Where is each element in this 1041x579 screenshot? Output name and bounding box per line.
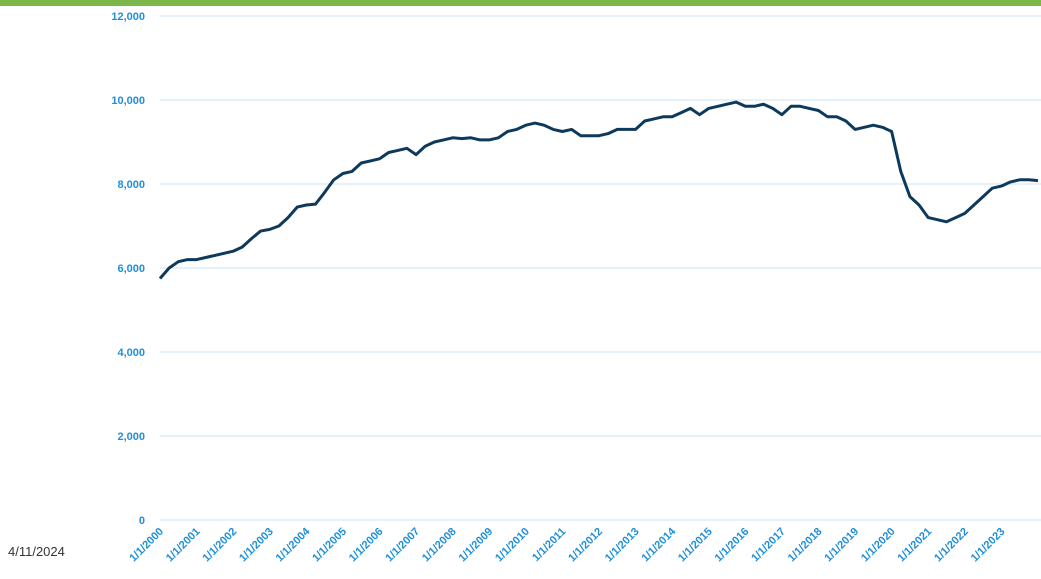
x-tick-label: 1/1/2012 xyxy=(566,526,605,565)
x-tick-label: 1/1/2009 xyxy=(457,526,496,565)
x-tick-label: 1/1/2008 xyxy=(420,526,459,565)
y-tick-label: 0 xyxy=(139,515,145,527)
footer-date: 4/11/2024 xyxy=(8,544,65,559)
x-tick-label: 1/1/2001 xyxy=(164,526,203,565)
x-tick-label: 1/1/2023 xyxy=(969,526,1008,565)
x-tick-label: 1/1/2021 xyxy=(896,526,935,565)
x-tick-label: 1/1/2000 xyxy=(127,526,166,565)
x-tick-label: 1/1/2004 xyxy=(274,525,313,564)
y-tick-label: 2,000 xyxy=(117,431,145,443)
x-tick-label: 1/1/2014 xyxy=(639,525,678,564)
x-tick-label: 1/1/2007 xyxy=(383,526,422,565)
x-tick-label: 1/1/2022 xyxy=(932,526,971,565)
y-tick-label: 12,000 xyxy=(111,11,145,23)
x-tick-label: 1/1/2020 xyxy=(859,526,898,565)
x-tick-label: 1/1/2010 xyxy=(493,526,532,565)
x-tick-label: 1/1/2015 xyxy=(676,526,715,565)
x-tick-label: 1/1/2017 xyxy=(749,526,788,565)
x-tick-label: 1/1/2003 xyxy=(237,526,276,565)
x-tick-label: 1/1/2011 xyxy=(530,526,568,564)
y-tick-label: 10,000 xyxy=(111,95,145,107)
x-tick-label: 1/1/2018 xyxy=(786,526,825,565)
y-tick-label: 8,000 xyxy=(117,179,145,191)
y-tick-label: 4,000 xyxy=(117,347,145,359)
y-tick-label: 6,000 xyxy=(117,263,145,275)
top-bar xyxy=(0,0,1041,6)
x-tick-label: 1/1/2016 xyxy=(713,526,752,565)
x-tick-label: 1/1/2005 xyxy=(310,526,349,565)
x-tick-label: 1/1/2019 xyxy=(822,526,861,565)
x-tick-label: 1/1/2006 xyxy=(347,526,386,565)
line-series xyxy=(158,100,1039,280)
x-tick-label: 1/1/2013 xyxy=(603,526,642,565)
x-tick-label: 1/1/2002 xyxy=(201,526,240,565)
